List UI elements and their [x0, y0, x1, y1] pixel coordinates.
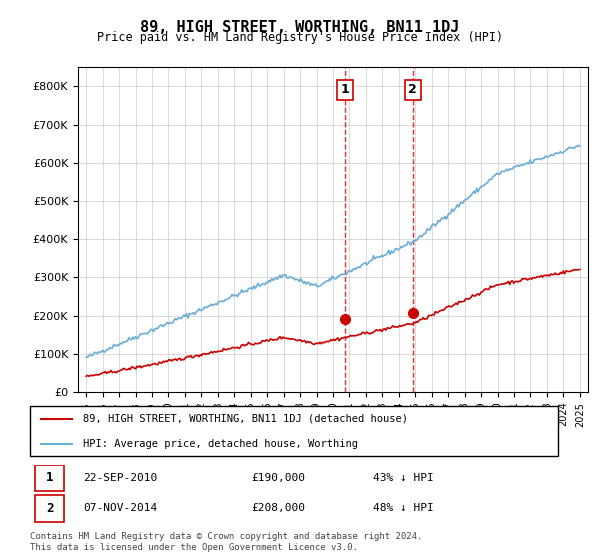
FancyBboxPatch shape [35, 496, 64, 521]
Text: 1: 1 [46, 472, 53, 484]
Text: 89, HIGH STREET, WORTHING, BN11 1DJ (detached house): 89, HIGH STREET, WORTHING, BN11 1DJ (det… [83, 414, 408, 423]
FancyBboxPatch shape [35, 465, 64, 491]
Text: 2: 2 [46, 502, 53, 515]
Text: 22-SEP-2010: 22-SEP-2010 [83, 473, 157, 483]
Text: 43% ↓ HPI: 43% ↓ HPI [373, 473, 434, 483]
Text: HPI: Average price, detached house, Worthing: HPI: Average price, detached house, Wort… [83, 439, 358, 449]
Text: £208,000: £208,000 [252, 503, 306, 514]
Text: 1: 1 [341, 83, 349, 96]
Text: 07-NOV-2014: 07-NOV-2014 [83, 503, 157, 514]
Text: 48% ↓ HPI: 48% ↓ HPI [373, 503, 434, 514]
Text: £190,000: £190,000 [252, 473, 306, 483]
FancyBboxPatch shape [30, 406, 558, 456]
Text: 2: 2 [409, 83, 417, 96]
Text: Contains HM Land Registry data © Crown copyright and database right 2024.
This d: Contains HM Land Registry data © Crown c… [30, 532, 422, 552]
Text: 89, HIGH STREET, WORTHING, BN11 1DJ: 89, HIGH STREET, WORTHING, BN11 1DJ [140, 20, 460, 35]
Text: Price paid vs. HM Land Registry's House Price Index (HPI): Price paid vs. HM Land Registry's House … [97, 31, 503, 44]
